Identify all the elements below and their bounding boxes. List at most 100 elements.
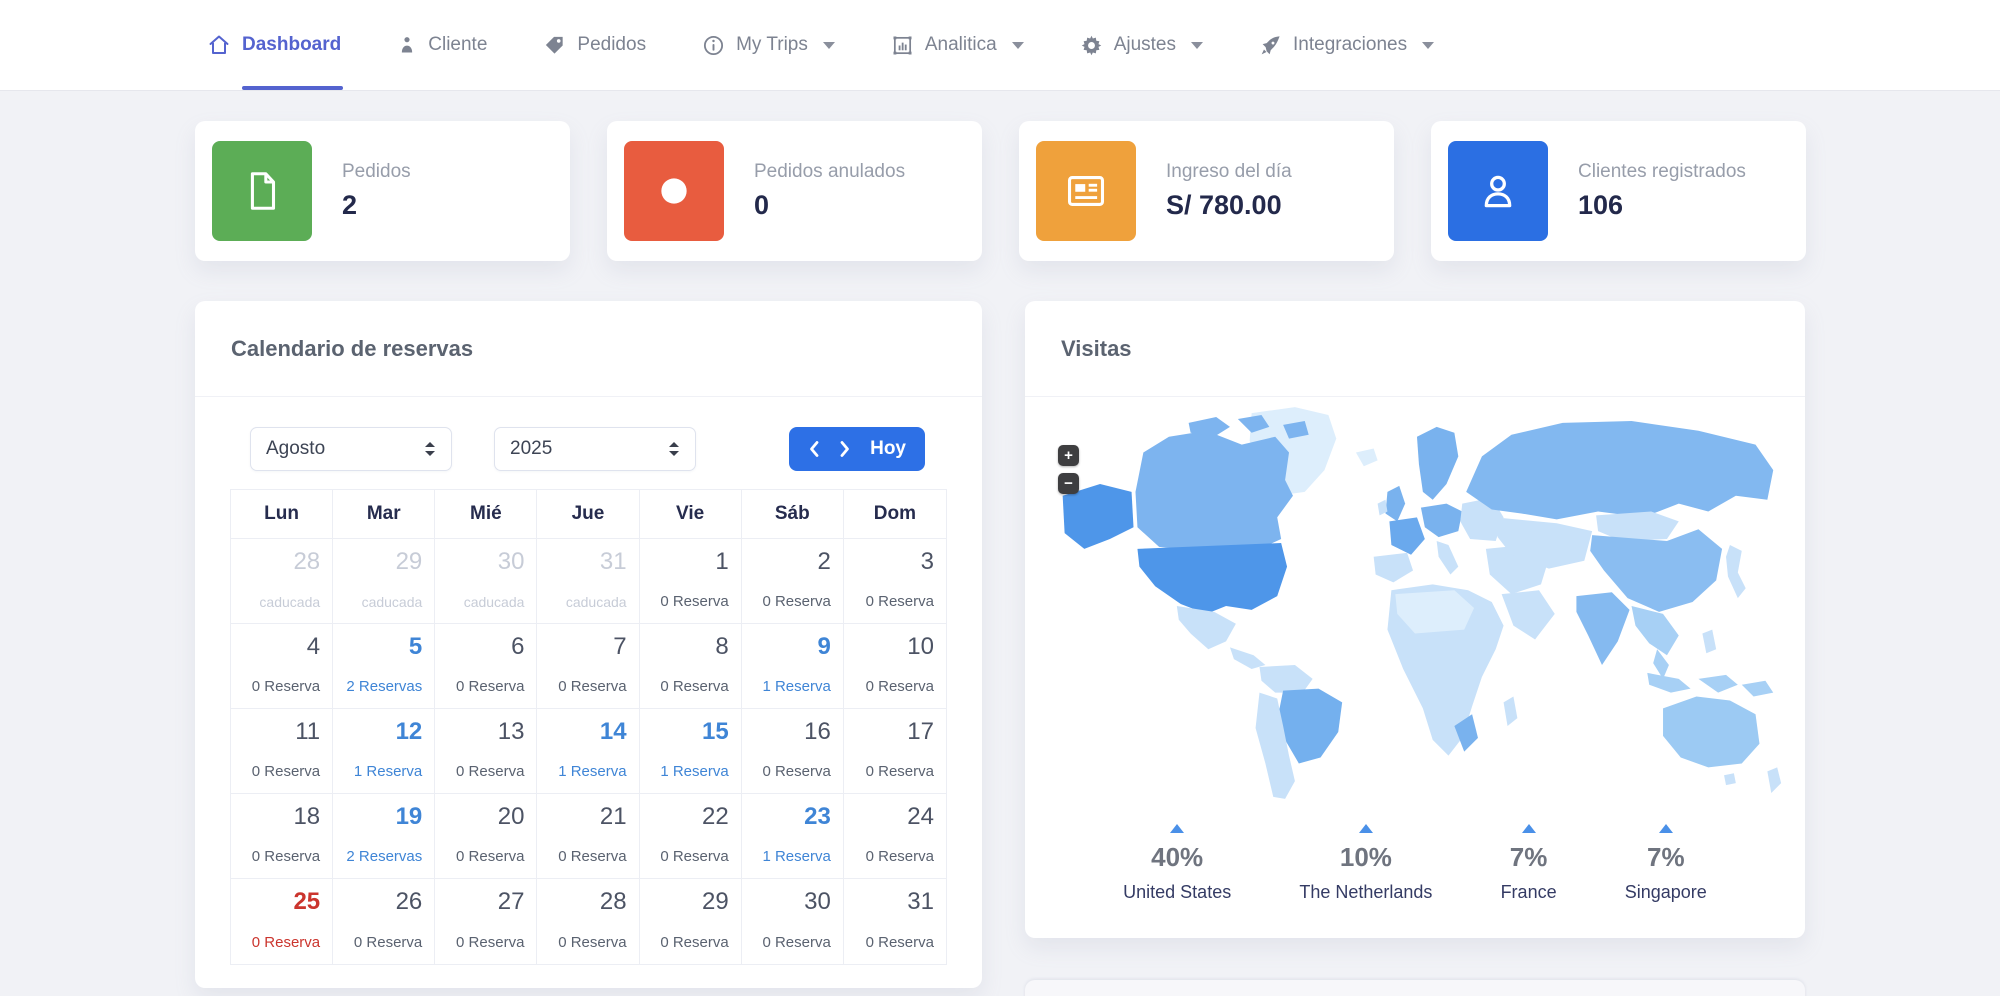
calendar-day-cell[interactable]: 31 caducada <box>537 539 640 624</box>
calendar-day-cell[interactable]: 29 0 Reserva <box>639 879 742 964</box>
calendar-day-cell[interactable]: 22 0 Reserva <box>639 794 742 879</box>
year-select[interactable]: 2025 <box>494 427 696 471</box>
map-region-india[interactable] <box>1576 592 1630 666</box>
day-number: 19 <box>395 803 423 830</box>
map-region-china[interactable] <box>1590 529 1723 612</box>
calendar-day-cell[interactable]: 30 caducada <box>435 539 538 624</box>
calendar-day-cell[interactable]: 26 0 Reserva <box>333 879 436 964</box>
map-region-arctic-islands[interactable] <box>1188 415 1309 439</box>
calendar-day-cell[interactable]: 15 1 Reserva <box>639 709 742 794</box>
map-region-south-america-west[interactable] <box>1255 692 1295 799</box>
calendar-day-cell[interactable]: 4 0 Reserva <box>231 624 334 709</box>
day-number: 28 <box>599 888 627 915</box>
day-reservations-label[interactable]: 1 Reserva <box>762 848 831 865</box>
map-region-central-america[interactable] <box>1229 647 1266 669</box>
calendar-day-cell[interactable]: 14 1 Reserva <box>537 709 640 794</box>
map-region-central-asia[interactable] <box>1495 517 1593 569</box>
day-reservations-label[interactable]: 1 Reserva <box>762 678 831 695</box>
map-region-southeast-asia[interactable] <box>1631 605 1679 679</box>
map-region-france[interactable] <box>1389 517 1425 555</box>
nav-item-dashboard[interactable]: Dashboard <box>207 0 344 90</box>
nav-item-pedidos[interactable]: Pedidos <box>543 0 646 90</box>
info-icon <box>702 34 725 57</box>
calendar-day-cell[interactable]: 6 0 Reserva <box>435 624 538 709</box>
day-reservations-label: 0 Reserva <box>865 848 934 865</box>
today-button[interactable]: Hoy <box>870 438 906 459</box>
calendar-day-cell[interactable]: 18 0 Reserva <box>231 794 334 879</box>
calendar-day-cell[interactable]: 12 1 Reserva <box>333 709 436 794</box>
calendar-day-cell[interactable]: 31 0 Reserva <box>843 879 946 964</box>
calendar-day-cell[interactable]: 27 0 Reserva <box>435 879 538 964</box>
map-region-iberia[interactable] <box>1373 552 1414 583</box>
month-select[interactable]: Agosto <box>250 427 452 471</box>
map-region-japan[interactable] <box>1726 544 1746 599</box>
calendar-day-cell[interactable]: 21 0 Reserva <box>537 794 640 879</box>
calendar-day-cell[interactable]: 10 0 Reserva <box>843 624 946 709</box>
prev-month-button[interactable] <box>808 440 820 458</box>
calendar-day-cell[interactable]: 23 1 Reserva <box>741 794 844 879</box>
chart-icon <box>891 34 914 57</box>
day-number: 18 <box>293 803 321 830</box>
map-region-tasmania[interactable] <box>1724 773 1736 786</box>
map-region-australia[interactable] <box>1663 696 1760 768</box>
calendar-day-cell[interactable]: 2 0 Reserva <box>741 539 844 624</box>
calendar-day-cell[interactable]: 24 0 Reserva <box>843 794 946 879</box>
calendar-day-cell[interactable]: 25 0 Reserva <box>231 879 334 964</box>
day-reservations-label[interactable]: 2 Reservas <box>346 848 423 865</box>
map-region-south-america-north[interactable] <box>1259 665 1313 693</box>
map-region-madagascar[interactable] <box>1503 696 1518 727</box>
calendar-day-cell[interactable]: 28 0 Reserva <box>537 879 640 964</box>
calendar-day-cell[interactable]: 19 2 Reservas <box>333 794 436 879</box>
calendar-week-row: 4 0 Reserva 5 2 Reservas 6 0 Reserva 7 0 Reserv… <box>231 624 946 709</box>
weekday-header: Mié <box>435 490 538 539</box>
map-region-mongolia[interactable] <box>1596 511 1679 542</box>
nav-item-analitica[interactable]: Analitica <box>891 0 1024 90</box>
next-month-button[interactable] <box>839 440 851 458</box>
day-reservations-label[interactable]: 1 Reserva <box>660 763 729 780</box>
map-region-russia[interactable] <box>1466 420 1774 520</box>
map-region-central-europe[interactable] <box>1420 503 1463 538</box>
map-region-iceland[interactable] <box>1355 448 1378 467</box>
map-region-alaska[interactable] <box>1062 483 1134 549</box>
calendar-day-cell[interactable]: 20 0 Reserva <box>435 794 538 879</box>
map-region-italy[interactable] <box>1436 541 1459 575</box>
world-map[interactable] <box>1041 401 1789 809</box>
map-region-scandinavia[interactable] <box>1416 426 1459 500</box>
map-region-south-africa[interactable] <box>1454 714 1478 752</box>
calendar-day-cell[interactable]: 11 0 Reserva <box>231 709 334 794</box>
calendar-day-cell[interactable]: 16 0 Reserva <box>741 709 844 794</box>
visits-card-header: Visitas <box>1025 301 1805 397</box>
map-region-brazil[interactable] <box>1279 688 1343 764</box>
map-zoom-in-button[interactable]: + <box>1058 445 1079 466</box>
day-reservations-label: 0 Reserva <box>251 848 321 865</box>
calendar-day-cell[interactable]: 1 0 Reserva <box>639 539 742 624</box>
map-region-indonesia[interactable] <box>1647 672 1774 697</box>
calendar-day-cell[interactable]: 8 0 Reserva <box>639 624 742 709</box>
map-region-north-africa[interactable] <box>1395 590 1475 634</box>
calendar-day-cell[interactable]: 30 0 Reserva <box>741 879 844 964</box>
nav-item-cliente[interactable]: Cliente <box>397 0 487 90</box>
calendar-day-cell[interactable]: 29 caducada <box>333 539 436 624</box>
nav-item-ajustes[interactable]: Ajustes <box>1080 0 1203 90</box>
map-region-mexico[interactable] <box>1176 605 1236 650</box>
calendar-day-cell[interactable]: 28 caducada <box>231 539 334 624</box>
calendar-day-cell[interactable]: 3 0 Reserva <box>843 539 946 624</box>
map-region-new-zealand[interactable] <box>1767 767 1782 793</box>
calendar-day-cell[interactable]: 13 0 Reserva <box>435 709 538 794</box>
day-reservations-label[interactable]: 1 Reserva <box>353 763 423 780</box>
map-region-united-states[interactable] <box>1137 542 1288 614</box>
calendar-day-cell[interactable]: 17 0 Reserva <box>843 709 946 794</box>
day-reservations-label[interactable]: 2 Reservas <box>346 678 423 695</box>
map-region-philippines[interactable] <box>1702 629 1717 654</box>
calendar-day-cell[interactable]: 7 0 Reserva <box>537 624 640 709</box>
map-region-ireland[interactable] <box>1377 499 1388 516</box>
calendar-day-cell[interactable]: 9 1 Reserva <box>741 624 844 709</box>
nav-item-my-trips[interactable]: My Trips <box>702 0 835 90</box>
map-region-uk[interactable] <box>1385 485 1406 522</box>
map-zoom-out-button[interactable]: − <box>1058 473 1079 494</box>
day-reservations-label[interactable]: 1 Reserva <box>558 763 627 780</box>
map-region-canada[interactable] <box>1135 430 1293 559</box>
map-region-arabia[interactable] <box>1501 590 1555 640</box>
calendar-day-cell[interactable]: 5 2 Reservas <box>333 624 436 709</box>
nav-item-integraciones[interactable]: Integraciones <box>1259 0 1435 90</box>
